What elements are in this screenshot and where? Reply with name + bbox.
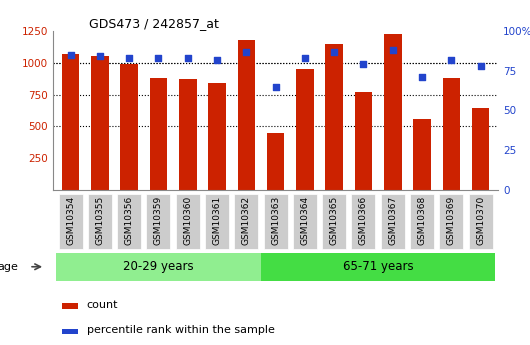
Text: GSM10364: GSM10364	[301, 196, 310, 245]
Text: percentile rank within the sample: percentile rank within the sample	[87, 325, 275, 335]
Text: GSM10365: GSM10365	[330, 196, 339, 245]
Point	[301, 55, 309, 61]
FancyBboxPatch shape	[205, 194, 229, 249]
Text: GSM10354: GSM10354	[66, 196, 75, 245]
FancyBboxPatch shape	[117, 194, 141, 249]
Bar	[472, 108, 489, 190]
Bar	[443, 78, 460, 190]
Text: GSM10368: GSM10368	[418, 196, 427, 245]
Bar	[179, 79, 197, 190]
Bar	[56, 253, 261, 282]
Text: GSM10362: GSM10362	[242, 196, 251, 245]
Bar	[62, 329, 78, 334]
Point	[418, 74, 426, 80]
Text: GSM10366: GSM10366	[359, 196, 368, 245]
Text: 20-29 years: 20-29 years	[123, 260, 194, 273]
Bar	[91, 57, 109, 190]
Point	[330, 49, 339, 55]
Text: age: age	[0, 262, 19, 272]
Text: GDS473 / 242857_at: GDS473 / 242857_at	[89, 17, 218, 30]
Bar	[62, 303, 78, 309]
FancyBboxPatch shape	[263, 194, 288, 249]
Text: GSM10367: GSM10367	[388, 196, 398, 245]
FancyBboxPatch shape	[293, 194, 317, 249]
Point	[183, 55, 192, 61]
Point	[388, 47, 397, 53]
FancyBboxPatch shape	[439, 194, 463, 249]
Point	[476, 63, 485, 69]
Bar	[267, 132, 285, 190]
Point	[271, 84, 280, 89]
Bar	[384, 33, 402, 190]
FancyBboxPatch shape	[381, 194, 405, 249]
Point	[66, 52, 75, 58]
FancyBboxPatch shape	[88, 194, 112, 249]
Point	[359, 62, 368, 67]
FancyBboxPatch shape	[234, 194, 258, 249]
Text: GSM10363: GSM10363	[271, 196, 280, 245]
Text: count: count	[87, 299, 118, 309]
FancyBboxPatch shape	[322, 194, 346, 249]
Bar	[261, 253, 495, 282]
Text: GSM10370: GSM10370	[476, 196, 485, 245]
Text: GSM10361: GSM10361	[213, 196, 222, 245]
Bar	[120, 64, 138, 190]
Text: GSM10360: GSM10360	[183, 196, 192, 245]
Bar	[208, 83, 226, 190]
Point	[213, 57, 221, 62]
Bar	[237, 40, 255, 190]
FancyBboxPatch shape	[176, 194, 200, 249]
Point	[242, 49, 251, 55]
FancyBboxPatch shape	[410, 194, 434, 249]
FancyBboxPatch shape	[146, 194, 171, 249]
Point	[154, 55, 163, 61]
Bar	[296, 69, 314, 190]
Bar	[149, 78, 167, 190]
Text: 65-71 years: 65-71 years	[343, 260, 413, 273]
Point	[125, 55, 134, 61]
FancyBboxPatch shape	[469, 194, 493, 249]
Text: GSM10369: GSM10369	[447, 196, 456, 245]
Point	[95, 54, 104, 59]
FancyBboxPatch shape	[351, 194, 375, 249]
Bar	[355, 92, 372, 190]
Text: GSM10359: GSM10359	[154, 196, 163, 245]
FancyBboxPatch shape	[58, 194, 83, 249]
Bar	[413, 119, 431, 190]
Bar	[325, 44, 343, 190]
Text: GSM10356: GSM10356	[125, 196, 134, 245]
Point	[447, 57, 456, 62]
Bar	[62, 54, 80, 190]
Text: GSM10355: GSM10355	[95, 196, 104, 245]
